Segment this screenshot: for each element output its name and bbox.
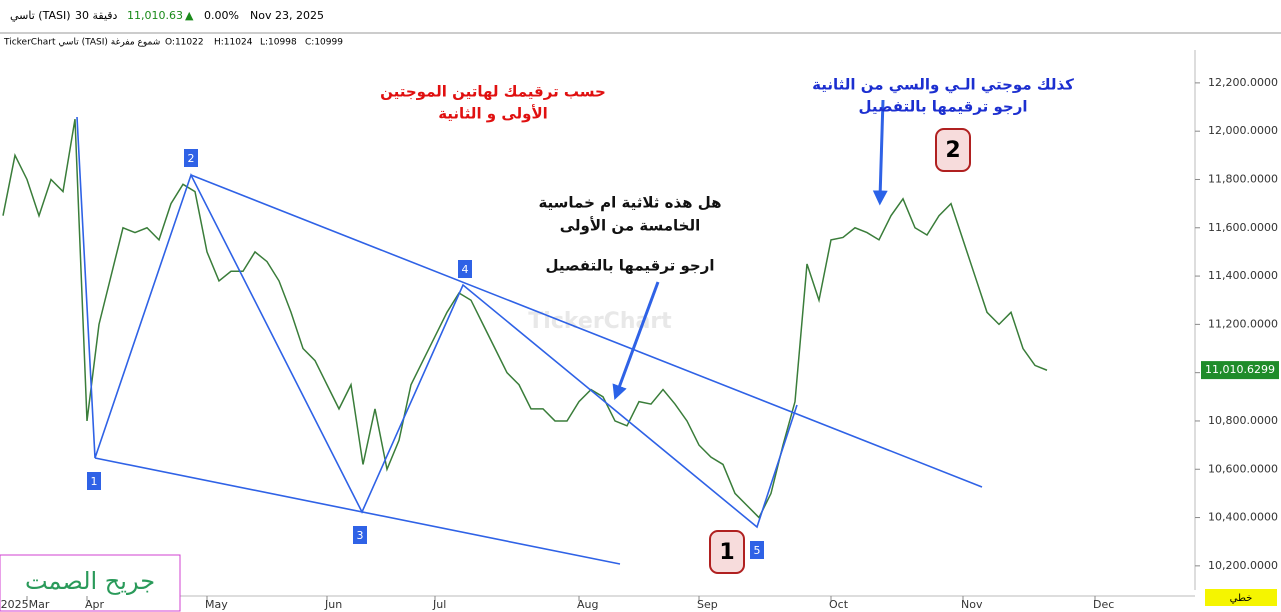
annotation: الخامسة من الأولى — [560, 217, 701, 235]
close: C:10999 — [305, 38, 343, 48]
low: L:10998 — [260, 38, 297, 48]
annotation: ارجو ترقيمها بالتفصيل — [545, 257, 714, 275]
arrow — [872, 99, 888, 206]
x-tick-label: Aug — [577, 598, 598, 611]
change-arrow: ▲ — [185, 9, 194, 22]
signature: جريح الصمت — [25, 567, 155, 595]
interval[interactable]: 30 دقيقة — [75, 9, 118, 22]
x-tick-label: May — [205, 598, 228, 611]
annotation: هل هذه ثلاثية ام خماسية — [538, 194, 721, 212]
last-price-label: 11,010.6299 — [1205, 363, 1275, 376]
x-tick-label: Jul — [432, 598, 446, 611]
y-tick-label: 11,400.0000 — [1208, 269, 1278, 282]
circle-label: 2 — [945, 138, 960, 163]
y-tick-label: 10,800.0000 — [1208, 414, 1278, 427]
circle-box — [935, 128, 971, 172]
y-tick-label: 11,800.0000 — [1208, 172, 1278, 185]
watermark: TickerChart — [528, 309, 672, 334]
annotation: ارجو ترقيمها بالتفصيل — [858, 98, 1027, 116]
last-price-box — [1201, 361, 1279, 380]
y-tick-label: 10,600.0000 — [1208, 462, 1278, 475]
price-line — [2, 118, 1048, 519]
wave-label: 3 — [357, 529, 364, 542]
signature-box — [0, 554, 181, 612]
y-tick-label: 11,200.0000 — [1208, 317, 1278, 330]
y-tick-label: 11,600.0000 — [1208, 221, 1278, 234]
open: O:11022 — [165, 38, 204, 48]
wave-box — [184, 149, 198, 167]
annotation: الأولى و الثانية — [438, 105, 548, 123]
wave-box — [750, 541, 764, 559]
wave-label: 4 — [462, 263, 469, 276]
x-tick-label: Jun — [324, 598, 342, 611]
wave-label: 5 — [754, 544, 761, 557]
wave-label: 2 — [188, 152, 195, 165]
arrow — [612, 281, 660, 401]
plot — [2, 118, 1048, 519]
wave-box — [87, 472, 101, 490]
date: Nov 23, 2025 — [250, 9, 324, 22]
annotation: كذلك موجتي الـي والسي من الثانية — [812, 76, 1074, 94]
x-tick-label: Dec — [1093, 598, 1114, 611]
y-tick-label: 12,200.0000 — [1208, 76, 1278, 89]
wave-box — [458, 260, 472, 278]
wave-label: 1 — [91, 475, 98, 488]
y-tick-label: 10,200.0000 — [1208, 559, 1278, 572]
circle-label: 1 — [719, 540, 734, 565]
y-tick-label: 10,400.0000 — [1208, 511, 1278, 524]
price: 11,010.63 — [127, 9, 183, 22]
wave-lines — [76, 99, 983, 565]
channel-upper — [190, 174, 983, 488]
x-tick-label: Apr — [85, 598, 105, 611]
scale-button-label[interactable]: خطي — [1230, 593, 1253, 604]
scale-button[interactable] — [1205, 589, 1277, 606]
wave-labels: 1 2 3 4 5 1 2 — [87, 128, 971, 574]
legend: TickerChart تاسي (TASI) شموع مفرغة — [3, 38, 160, 48]
high: H:11024 — [214, 38, 253, 48]
circle-box — [709, 530, 745, 574]
change: 0.00% — [204, 9, 239, 22]
channel-lower — [94, 457, 621, 565]
x-tick-label: Oct — [829, 598, 849, 611]
symbol[interactable]: تاسي (TASI) — [10, 9, 71, 22]
y-tick-label: 12,000.0000 — [1208, 124, 1278, 137]
x-tick-label: Nov — [961, 598, 983, 611]
x-tick-label: 2025Mar — [1, 598, 50, 611]
annotation: حسب ترقيمك لهاتين الموجتين — [380, 83, 606, 101]
wave-box — [353, 526, 367, 544]
x-tick-label: Sep — [697, 598, 718, 611]
